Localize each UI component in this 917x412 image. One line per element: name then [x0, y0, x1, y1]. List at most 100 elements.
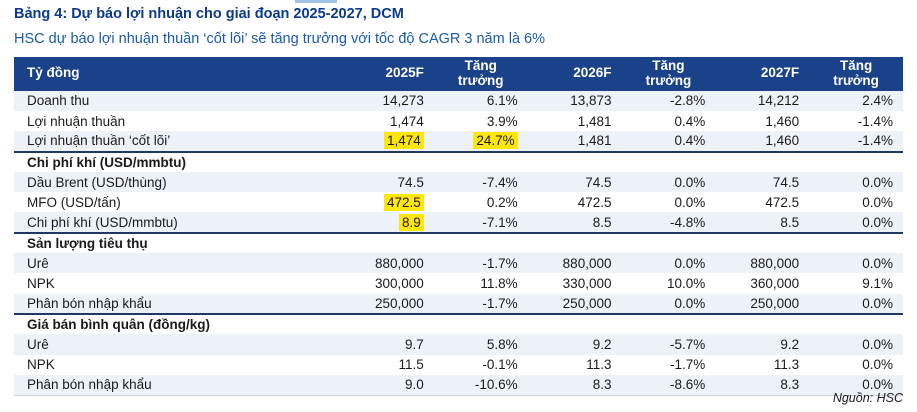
table-row: MFO (USD/tấn) 472.5 0.2% 472.5 0.0% 472.5 0.0% — [14, 192, 903, 212]
table-body: Doanh thu 14,273 6.1% 13,873 -2.8% 14,212 2.4%… — [14, 90, 903, 396]
value-cell: 74.5 — [715, 171, 810, 193]
value-cell: 0.0% — [809, 253, 903, 274]
table-row: Urê 9.7 5.8% 9.2 -5.7% 9.2 0.0% — [14, 334, 903, 355]
section-label: Sản lượng tiêu thụ — [14, 231, 903, 254]
table-row: Lợi nhuận thuần 1,474 3.9% 1,481 0.4% 1,460 -1… — [14, 111, 903, 131]
table-row: NPK 300,000 11.8% 330,000 10.0% 360,000 9.1% — [14, 273, 903, 293]
value-cell: 1,474 — [390, 113, 424, 129]
value-cell: 472.5 — [577, 194, 612, 210]
value-cell: -1.4% — [809, 131, 903, 152]
section-row: Chi phí khí (USD/mmbtu) — [14, 150, 903, 172]
value-cell: 0.0% — [621, 253, 716, 274]
value-cell: -1.7% — [433, 253, 528, 274]
highlighted-value: 472.5 — [384, 193, 424, 211]
value-cell: 250,000 — [527, 293, 622, 314]
value-cell: 8.5 — [527, 212, 622, 233]
value-cell: 0.2% — [486, 194, 518, 210]
column-header-label: 2027F — [760, 65, 800, 81]
column-header: Tăng trưởng — [433, 57, 528, 91]
value-cell: 0.4% — [621, 131, 716, 152]
row-label: Urê — [14, 253, 340, 274]
column-header-label: Tăng trưởng — [457, 58, 504, 88]
value-cell: 0.0% — [809, 293, 903, 314]
value-cell: 880,000 — [715, 253, 810, 274]
value-cell: 250,000 — [340, 293, 434, 314]
value-cell: 9.2 — [715, 334, 810, 355]
column-header: Tăng trưởng — [621, 57, 716, 91]
table-row: NPK 11.5 -0.1% 11.3 -1.7% 11.3 0.0% — [14, 355, 903, 375]
value-cell: 0.4% — [674, 113, 706, 129]
value-cell: 9.7 — [340, 334, 434, 355]
table-row: Dầu Brent (USD/thùng) 74.5 -7.4% 74.5 0.0% 74… — [14, 171, 903, 193]
section-row: Giá bán bình quân (đồng/kg) — [14, 312, 903, 335]
value-cell: -10.6% — [433, 374, 528, 396]
value-cell: 0.0% — [621, 171, 716, 193]
value-cell: 1,481 — [527, 131, 622, 152]
value-cell: 300,000 — [375, 276, 424, 291]
column-header: Tăng trưởng — [809, 57, 903, 91]
column-header-label: Tăng trưởng — [833, 58, 879, 88]
value-cell: 11.5 — [398, 357, 424, 373]
value-cell: 0.0% — [862, 357, 893, 373]
table-row: Phân bón nhập khẩu 9.0 -10.6% 8.3 -8.6% 8.3 0.… — [14, 374, 903, 396]
value-cell: 24.7% — [433, 131, 528, 152]
row-label: Chi phí khí (USD/mmbtu) — [14, 212, 340, 233]
value-cell: -7.1% — [433, 212, 528, 233]
value-cell: 11.3 — [586, 357, 612, 373]
value-cell: 3.9% — [486, 113, 518, 129]
section-row: Sản lượng tiêu thụ — [14, 231, 903, 254]
value-cell: 8.9 — [340, 212, 434, 233]
source-note: Nguồn: HSC — [832, 391, 903, 405]
value-cell: 0.0% — [862, 194, 893, 210]
highlighted-value: 8.9 — [399, 213, 424, 231]
value-cell: 1,460 — [765, 113, 800, 129]
value-cell: 0.0% — [674, 194, 706, 210]
value-cell: 10.0% — [667, 276, 706, 291]
forecast-table: Tỷ đồng 2025F Tăng trưởng 2026F Tăng trưởng 2… — [14, 57, 903, 396]
value-cell: 0.0% — [809, 334, 903, 355]
value-cell: -5.7% — [621, 334, 716, 355]
table-row: Phân bón nhập khẩu 250,000 -1.7% 250,000 0.0… — [14, 293, 903, 314]
row-label: Phân bón nhập khẩu — [14, 293, 340, 314]
value-cell: 880,000 — [340, 253, 434, 274]
value-cell: 0.0% — [809, 171, 903, 193]
value-cell: 14,273 — [340, 90, 434, 111]
section-label: Chi phí khí (USD/mmbtu) — [14, 150, 903, 172]
value-cell: 9.1% — [862, 276, 893, 291]
value-cell: 880,000 — [527, 253, 622, 274]
table-row: Doanh thu 14,273 6.1% 13,873 -2.8% 14,212 2.4% — [14, 90, 903, 111]
value-cell: -1.7% — [433, 293, 528, 314]
top-accent-line — [295, 0, 337, 3]
row-label: NPK — [27, 357, 55, 373]
row-label: Dầu Brent (USD/thùng) — [14, 171, 340, 193]
column-header: 2025F — [340, 57, 434, 91]
value-cell: -2.8% — [621, 90, 716, 111]
row-label: NPK — [27, 276, 55, 291]
column-header: 2027F — [715, 57, 810, 91]
value-cell: 11.8% — [480, 276, 518, 291]
value-cell: 1,474 — [340, 131, 434, 152]
table-row: Chi phí khí (USD/mmbtu) 8.9 -7.1% 8.5 -4.8% 8… — [14, 212, 903, 233]
value-cell: 11.3 — [773, 357, 800, 373]
value-cell: 330,000 — [562, 276, 612, 291]
value-cell: 2.4% — [809, 90, 903, 111]
row-label: Urê — [14, 334, 340, 355]
row-label: Phân bón nhập khẩu — [14, 374, 340, 396]
table-header-row: Tỷ đồng 2025F Tăng trưởng 2026F Tăng trưởng 2… — [14, 57, 903, 91]
column-header-label: Tăng trưởng — [645, 58, 692, 88]
row-label: MFO (USD/tấn) — [27, 194, 121, 210]
value-cell: -1.4% — [857, 113, 893, 129]
value-cell: 0.0% — [809, 212, 903, 233]
value-cell: -4.8% — [621, 212, 716, 233]
value-cell: 6.1% — [433, 90, 528, 111]
table-row: Urê 880,000 -1.7% 880,000 0.0% 880,000 0.0% — [14, 253, 903, 274]
column-header-unit: Tỷ đồng — [14, 57, 340, 91]
value-cell: 9.2 — [527, 334, 622, 355]
column-header-label: 2026F — [573, 65, 612, 81]
value-cell: -0.1% — [482, 357, 518, 373]
value-cell: 74.5 — [527, 171, 622, 193]
highlighted-value: 24.7% — [473, 132, 518, 150]
value-cell: 8.5 — [715, 212, 810, 233]
value-cell: -8.6% — [621, 374, 716, 396]
